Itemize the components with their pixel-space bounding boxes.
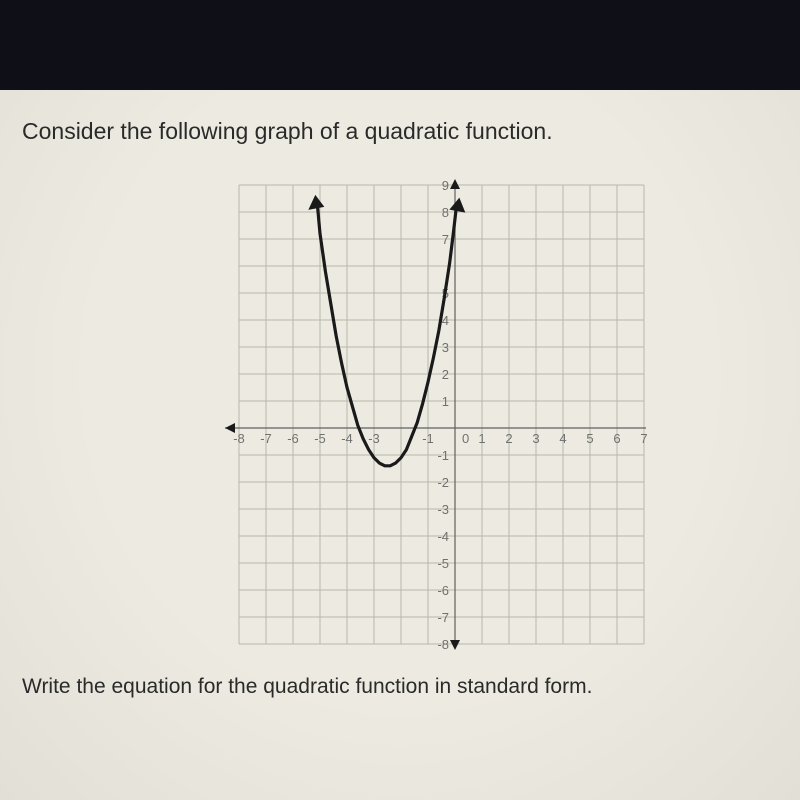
y-tick-label: -8 xyxy=(437,637,449,652)
y-tick-label: 2 xyxy=(442,367,449,382)
y-tick-label: -5 xyxy=(437,556,449,571)
x-tick-label: -4 xyxy=(341,431,353,446)
y-tick-label: 7 xyxy=(442,232,449,247)
y-tick-label: -2 xyxy=(437,475,449,490)
y-tick-label: 8 xyxy=(442,205,449,220)
x-tick-label: 7 xyxy=(640,431,647,446)
y-tick-label: -7 xyxy=(437,610,449,625)
quadratic-graph: -8-7-6-5-4-3-10123456712345789-1-2-3-4-5… xyxy=(120,173,680,653)
y-tick-label: -4 xyxy=(437,529,449,544)
x-tick-label: 1 xyxy=(478,431,485,446)
window-top-band xyxy=(0,0,800,90)
question-card: Consider the following graph of a quadra… xyxy=(0,90,800,800)
question-prompt: Consider the following graph of a quadra… xyxy=(22,118,778,145)
y-axis-down-arrow xyxy=(450,640,460,650)
y-tick-label: 1 xyxy=(442,394,449,409)
curve-left-arrow xyxy=(308,195,324,210)
y-tick-label: 3 xyxy=(442,340,449,355)
y-axis-up-arrow xyxy=(450,179,460,189)
x-tick-label: 3 xyxy=(532,431,539,446)
curve-right-arrow xyxy=(449,198,465,213)
x-tick-label: 2 xyxy=(505,431,512,446)
x-tick-label: -3 xyxy=(368,431,380,446)
y-tick-label: -6 xyxy=(437,583,449,598)
y-tick-label: 9 xyxy=(442,178,449,193)
x-tick-label: 0 xyxy=(462,431,469,446)
x-tick-label: -1 xyxy=(422,431,434,446)
x-tick-label: 5 xyxy=(586,431,593,446)
y-tick-label: -3 xyxy=(437,502,449,517)
x-tick-label: -8 xyxy=(233,431,245,446)
x-tick-label: -6 xyxy=(287,431,299,446)
x-tick-label: 6 xyxy=(613,431,620,446)
x-tick-label: -7 xyxy=(260,431,272,446)
question-followup: Write the equation for the quadratic fun… xyxy=(22,675,778,699)
x-tick-label: -5 xyxy=(314,431,326,446)
y-tick-label: -1 xyxy=(437,448,449,463)
x-tick-label: 4 xyxy=(559,431,566,446)
parabola-curve xyxy=(317,204,456,466)
